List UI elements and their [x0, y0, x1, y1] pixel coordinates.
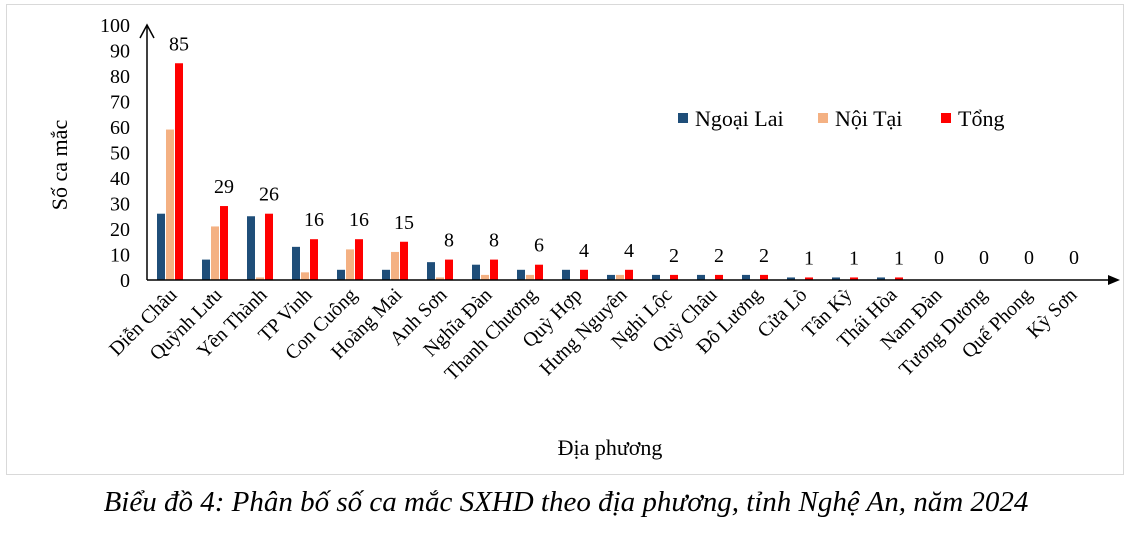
bar-nội-tại — [391, 251, 399, 280]
data-label: 2 — [669, 245, 679, 267]
x-axis-title: Địa phương — [558, 435, 663, 460]
bar-ngoại-lai — [427, 262, 435, 280]
data-label: 0 — [979, 247, 989, 269]
bar-nội-tại — [526, 274, 534, 280]
bar-nội-tại — [481, 274, 489, 280]
bar-ngoại-lai — [562, 269, 570, 280]
bar-tổng — [445, 259, 453, 280]
legend: Ngoại Lai Nội Tại Tổng — [678, 106, 1004, 131]
y-tick-label: 10 — [110, 245, 130, 267]
bar-ngoại-lai — [742, 274, 750, 280]
data-label: 1 — [849, 247, 859, 269]
bar-tổng — [400, 241, 408, 280]
y-tick-label: 30 — [110, 194, 130, 216]
bar-tổng — [850, 277, 858, 280]
bar-ngoại-lai — [517, 269, 525, 280]
bar-ngoại-lai — [787, 277, 795, 280]
data-label: 2 — [714, 245, 724, 267]
bar-tổng — [670, 274, 678, 280]
bars — [157, 63, 903, 280]
x-category-label: Cửa Lò — [753, 284, 811, 342]
bar-tổng — [490, 259, 498, 280]
bar-ngoại-lai — [877, 277, 885, 280]
y-axis-title: Số ca mắc — [47, 120, 72, 211]
figure-caption: Biểu đồ 4: Phân bố số ca mắc SXHD theo đ… — [103, 486, 1029, 518]
x-category-label: Kỳ Sơn — [1023, 284, 1082, 343]
data-label: 85 — [169, 33, 189, 55]
bar-ngoại-lai — [337, 269, 345, 280]
data-label: 26 — [259, 184, 279, 206]
legend-swatch — [678, 113, 688, 123]
y-tick-label: 80 — [110, 66, 130, 88]
y-tick-label: 0 — [120, 270, 130, 292]
y-axis-ticks: 0 10 20 30 40 50 60 70 80 90 100 — [100, 15, 130, 292]
bar-nội-tại — [256, 277, 264, 280]
bar-ngoại-lai — [382, 269, 390, 280]
data-label: 8 — [444, 230, 454, 252]
data-label: 15 — [394, 212, 414, 234]
bar-tổng — [220, 206, 228, 280]
y-tick-label: 20 — [110, 219, 130, 241]
data-label: 0 — [934, 247, 944, 269]
bar-tổng — [715, 274, 723, 280]
data-label: 1 — [894, 247, 904, 269]
bar-nội-tại — [301, 272, 309, 280]
bar-tổng — [310, 239, 318, 280]
y-tick-label: 50 — [110, 143, 130, 165]
data-label: 16 — [304, 209, 324, 231]
bar-tổng — [760, 274, 768, 280]
bar-ngoại-lai — [247, 216, 255, 280]
bar-tổng — [175, 63, 183, 280]
bar-ngoại-lai — [607, 274, 615, 280]
bar-ngoại-lai — [697, 274, 705, 280]
bar-ngoại-lai — [157, 213, 165, 280]
y-tick-label: 100 — [100, 15, 130, 37]
bar-ngoại-lai — [202, 259, 210, 280]
bar-nội-tại — [346, 249, 354, 280]
bar-tổng — [895, 277, 903, 280]
data-label: 2 — [759, 245, 769, 267]
data-label: 1 — [804, 247, 814, 269]
chart-frame — [6, 4, 1124, 475]
data-label: 29 — [214, 176, 234, 198]
data-label: 0 — [1069, 247, 1079, 269]
data-labels: 85 29 26 16 16 15 8 8 6 4 4 2 2 2 1 1 1 0 0 0 0 — [169, 33, 1079, 269]
y-tick-label: 70 — [110, 92, 130, 114]
bar-tổng — [625, 269, 633, 280]
data-label: 0 — [1024, 247, 1034, 269]
y-tick-label: 40 — [110, 168, 130, 190]
data-label: 4 — [624, 240, 634, 262]
bar-ngoại-lai — [832, 277, 840, 280]
bar-tổng — [805, 277, 813, 280]
legend-swatch — [941, 113, 951, 123]
bar-tổng — [265, 213, 273, 280]
y-tick-label: 90 — [110, 41, 130, 63]
data-label: 4 — [579, 240, 589, 262]
legend-label: Ngoại Lai — [695, 106, 784, 131]
y-axis-arrow — [139, 23, 155, 39]
bar-tổng — [535, 264, 543, 280]
data-label: 6 — [534, 235, 544, 257]
x-axis-arrow — [1108, 275, 1120, 285]
data-label: 16 — [349, 209, 369, 231]
bar-ngoại-lai — [652, 274, 660, 280]
bar-nội-tại — [211, 226, 219, 280]
bar-nội-tại — [436, 277, 444, 280]
bar-ngoại-lai — [472, 264, 480, 280]
legend-label: Nội Tại — [835, 106, 902, 131]
legend-swatch — [818, 113, 828, 123]
y-tick-label: 60 — [110, 117, 130, 139]
data-label: 8 — [489, 230, 499, 252]
bar-nội-tại — [166, 129, 174, 280]
legend-label: Tổng — [958, 106, 1004, 131]
bar-tổng — [355, 239, 363, 280]
bar-tổng — [580, 269, 588, 280]
bar-nội-tại — [616, 274, 624, 280]
bar-ngoại-lai — [292, 246, 300, 280]
